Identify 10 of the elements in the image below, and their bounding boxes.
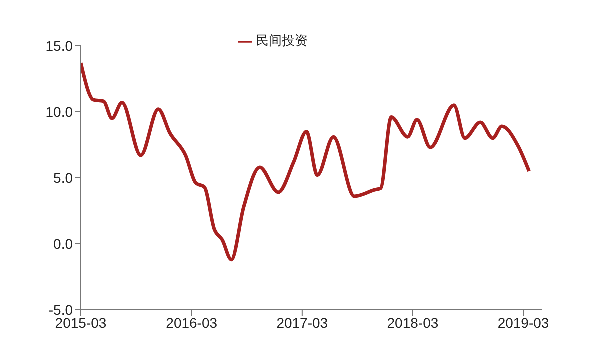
line-series <box>81 61 532 262</box>
y-tick-label: 10.0 <box>46 104 74 120</box>
x-tick-label: 2017-03 <box>276 314 328 331</box>
y-tick-label: 5.0 <box>54 170 74 186</box>
x-tick-label: 2019-03 <box>498 314 550 331</box>
legend-label: 民间投资 <box>256 33 308 48</box>
y-tick-label: 15.0 <box>46 38 74 54</box>
x-tick-label: 2018-03 <box>387 314 439 331</box>
x-tick-label: 2016-03 <box>166 314 218 331</box>
y-tick-label: 0.0 <box>54 236 74 252</box>
